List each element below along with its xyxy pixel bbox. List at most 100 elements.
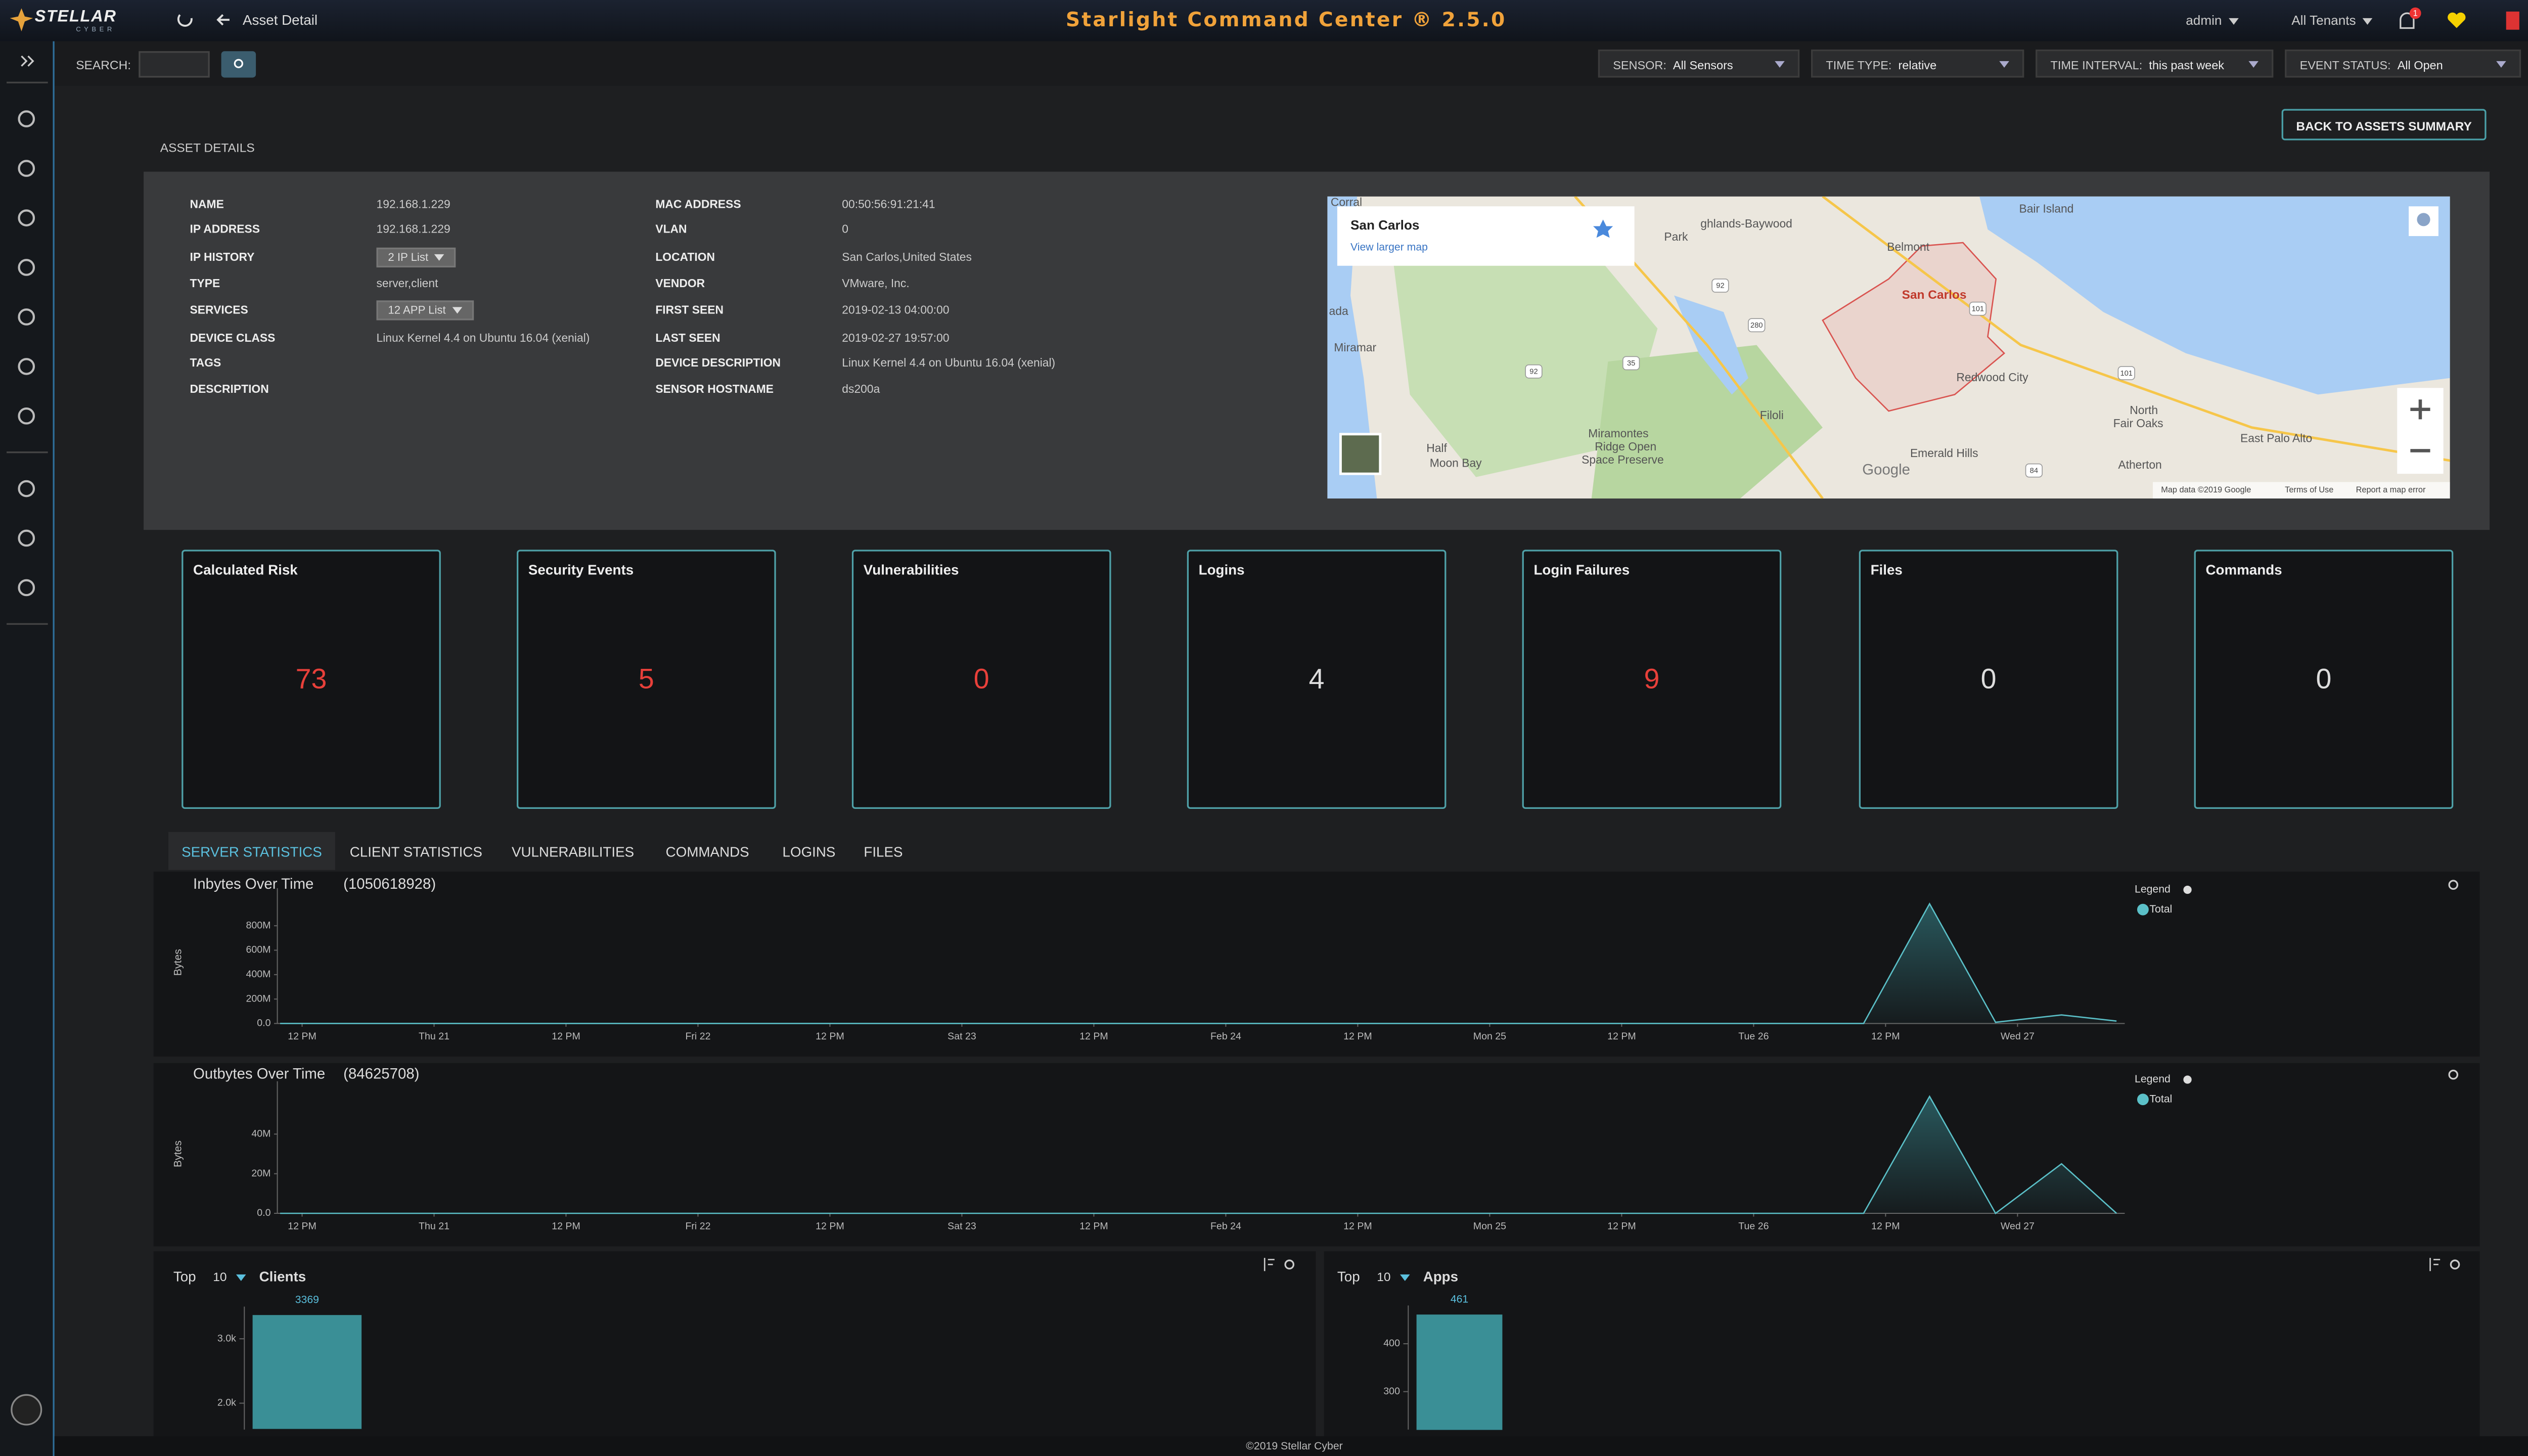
field-label: DEVICE CLASS <box>190 334 276 345</box>
stat-card: Files0 <box>1859 550 2118 809</box>
user-menu[interactable]: admin <box>2186 13 2238 28</box>
field-label: DEVICE DESCRIPTION <box>655 358 781 370</box>
expand-icon <box>21 56 33 66</box>
map-label: North <box>2130 403 2158 417</box>
field-label: IP ADDRESS <box>190 224 260 236</box>
filter-dropdown[interactable]: EVENT STATUS: All Open <box>2285 50 2521 78</box>
stat-label: Files <box>1871 561 1903 578</box>
map-label: Belmont <box>1887 240 1929 253</box>
caret <box>2496 61 2506 68</box>
filter-value: this past week <box>2149 58 2224 72</box>
stat-label: Security Events <box>528 561 634 578</box>
route-label: 84 <box>2030 467 2038 475</box>
search-button[interactable] <box>221 51 256 77</box>
tenant-menu[interactable]: All Tenants <box>2291 13 2372 28</box>
pegman <box>2417 213 2430 226</box>
filter-label: TIME INTERVAL: <box>2051 58 2143 72</box>
map-label: Moon Bay <box>1430 457 1482 470</box>
stat-card: Vulnerabilities0 <box>852 550 1111 809</box>
back-button[interactable]: BACK TO ASSETS SUMMARY <box>2282 109 2487 141</box>
field-value: 2019-02-27 19:57:00 <box>842 334 949 345</box>
tab[interactable]: LOGINS <box>766 832 852 870</box>
nav-icon <box>19 161 34 175</box>
map-label: Atherton <box>2118 458 2161 471</box>
nav-icon <box>19 408 34 423</box>
filter-value: All Open <box>2398 58 2443 72</box>
nav-icon <box>19 531 34 545</box>
breadcrumb: Asset Detail <box>243 12 318 28</box>
map-label: Bair Island <box>2019 202 2073 215</box>
field-label: VLAN <box>655 224 687 236</box>
tab[interactable]: CLIENT STATISTICS <box>335 832 497 870</box>
info-link[interactable]: View larger map <box>1350 241 1428 253</box>
tab[interactable]: COMMANDS <box>649 832 766 870</box>
stat-value: 0 <box>2196 664 2452 697</box>
field-dropdown[interactable]: 12 APP List <box>376 300 474 320</box>
stat-label: Vulnerabilities <box>864 561 959 578</box>
filter-dropdown[interactable]: TIME INTERVAL: this past week <box>2036 50 2273 78</box>
stat-card: Commands0 <box>2194 550 2454 809</box>
map-label: East Palo Alto <box>2240 432 2312 445</box>
stat-card: Security Events5 <box>517 550 776 809</box>
app-title: Starlight Command Center ® 2.5.0 <box>956 8 1616 31</box>
field-value: Linux Kernel 4.4 on Ubuntu 16.04 (xenial… <box>842 358 1055 370</box>
tab[interactable]: VULNERABILITIES <box>497 832 649 870</box>
search-input[interactable] <box>139 51 209 77</box>
caret <box>1775 61 1785 68</box>
top-icons <box>173 8 240 31</box>
map-label: Park <box>1664 230 1688 243</box>
field-dropdown[interactable]: 2 IP List <box>376 248 456 267</box>
filter-value: relative <box>1898 58 1936 72</box>
notification-count: 1 <box>2413 9 2418 18</box>
route-label: 35 <box>1627 359 1635 368</box>
info-card <box>1337 206 1635 266</box>
satellite-thumb <box>1340 434 1380 474</box>
field-value: server,client <box>376 279 438 291</box>
logo-subtext: CYBER <box>76 25 115 33</box>
field-label: MAC ADDRESS <box>655 200 741 211</box>
field-label: TYPE <box>190 279 220 291</box>
field-label: FIRST SEEN <box>655 305 724 317</box>
field-value: San Carlos,United States <box>842 253 972 264</box>
nav-icon <box>19 111 34 126</box>
field-value: 192.168.1.229 <box>376 200 450 211</box>
field-label: TAGS <box>190 358 221 370</box>
field-value: 2019-02-13 04:00:00 <box>842 305 949 317</box>
filter-label: SENSOR: <box>1613 58 1666 72</box>
field-value: 0 <box>842 224 848 236</box>
stat-value: 4 <box>1189 664 1444 697</box>
section-title: ASSET DETAILS <box>160 141 255 155</box>
field-label: LAST SEEN <box>655 334 720 345</box>
filter-label: EVENT STATUS: <box>2300 58 2391 72</box>
map-label: Half <box>1426 441 1447 454</box>
map-label: Redwood City <box>1956 371 2028 384</box>
map: Corralghlands-BaywoodParkBair IslandBelm… <box>1327 197 2450 499</box>
field-label: NAME <box>190 200 224 211</box>
dropdown-text: 2 IP List <box>388 253 428 264</box>
tab[interactable]: FILES <box>852 832 915 870</box>
nav-icon <box>19 210 34 225</box>
map-label: ghlands-Baywood <box>1700 217 1792 230</box>
logo-text: STELLAR <box>35 8 117 26</box>
filter-dropdown[interactable]: TIME TYPE:relative <box>1811 50 2024 78</box>
heart-icon <box>2448 13 2465 28</box>
field-label: SERVICES <box>190 305 248 317</box>
map-label: Space Preserve <box>1582 453 1664 466</box>
filter-dropdown[interactable]: SENSOR:All Sensors <box>1598 50 1799 78</box>
caret <box>1999 61 2009 68</box>
map-attribution: Map data ©2019 Google <box>2161 485 2251 494</box>
map-attribution: Report a map error <box>2356 485 2426 494</box>
refresh-icon <box>178 15 192 26</box>
map-label: San Carlos <box>1902 288 1967 302</box>
route-label: 101 <box>2120 370 2133 378</box>
search-icon <box>233 58 246 71</box>
map-attribution: Terms of Use <box>2285 485 2333 494</box>
info-place: San Carlos <box>1350 217 1419 233</box>
tab[interactable]: SERVER STATISTICS <box>168 832 335 870</box>
field-label: IP HISTORY <box>190 253 255 264</box>
chart-panel <box>1324 1251 2480 1436</box>
map-label: Filoli <box>1760 408 1784 422</box>
map-label: ada <box>1329 304 1348 317</box>
route-label: 280 <box>1750 322 1763 330</box>
